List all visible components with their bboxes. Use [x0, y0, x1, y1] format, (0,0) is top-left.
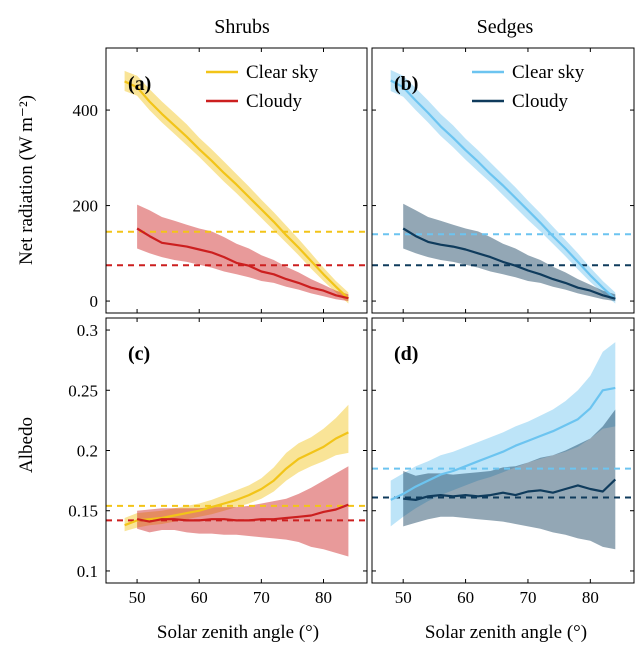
x-tick-label-d-50: 50 — [395, 588, 412, 607]
band-a-clear-sky — [124, 70, 349, 304]
legend-label-b-cloudy: Cloudy — [512, 91, 568, 112]
xlabel-right: Solar zenith angle (°) — [425, 622, 587, 643]
band-a-cloudy — [137, 204, 349, 302]
series-line-b-cloudy — [402, 227, 616, 300]
panel-tag-a: (a) — [128, 73, 151, 95]
y-tick-label-a-2: 400 — [73, 101, 99, 120]
y-tick-label-a-0: 0 — [90, 292, 99, 311]
plot-area-a — [106, 70, 367, 304]
band-c-cloudy — [137, 466, 349, 557]
plot-area-b — [372, 70, 634, 304]
series-line-a-cloudy — [136, 227, 349, 300]
legend-label-a-clear-sky: Clear sky — [246, 62, 319, 83]
series-line-c-cloudy — [136, 503, 349, 523]
panel-frame-b — [371, 47, 635, 314]
band-d-clear-sky — [390, 342, 616, 527]
x-tick-label-d-60: 60 — [457, 588, 474, 607]
y-tick-label-a-1: 200 — [73, 197, 99, 216]
series-line-d-cloudy — [403, 478, 617, 501]
column-title-shrubs: Shrubs — [214, 16, 270, 38]
y-tick-label-c-1: 0.15 — [68, 502, 98, 521]
x-tick-label-c-70: 70 — [253, 588, 270, 607]
x-tick-label-d-70: 70 — [519, 588, 536, 607]
band-b-cloudy — [403, 203, 616, 302]
series-line-c-clear-sky — [124, 431, 349, 527]
series-line-a-clear-sky — [124, 80, 350, 300]
series-line-b-clear-sky — [390, 79, 617, 301]
plot-area-d — [372, 342, 634, 550]
y-tick-label-c-3: 0.25 — [68, 381, 98, 400]
y-tick-label-c-0: 0.1 — [77, 562, 98, 581]
panel-frame-a — [105, 47, 368, 314]
panel-tag-c: (c) — [128, 343, 150, 365]
panel-tag-d: (d) — [394, 343, 418, 365]
column-title-sedges: Sedges — [477, 16, 534, 38]
x-tick-label-d-80: 80 — [582, 588, 599, 607]
x-tick-label-c-50: 50 — [129, 588, 146, 607]
panel-c: 50 60 70 80 0.1 0.15 0.2 0.25 0.3 (c) — [68, 317, 368, 607]
x-tick-label-c-80: 80 — [315, 588, 332, 607]
x-tick-label-c-60: 60 — [191, 588, 208, 607]
plot-area-c — [106, 404, 367, 557]
legend-label-a-cloudy: Cloudy — [246, 91, 302, 112]
y-tick-label-c-2: 0.2 — [77, 442, 98, 461]
panel-tag-b: (b) — [394, 73, 418, 95]
panel-a: 0 200 400 (a) Clear sky Cloudy — [73, 47, 368, 314]
ylabel-net-radiation: Net radiation (W m⁻²) — [16, 95, 37, 265]
panel-b: (b) Clear sky Cloudy — [371, 47, 635, 314]
y-tick-label-c-4: 0.3 — [77, 321, 98, 340]
panel-d: 50 60 70 80 (d) — [371, 317, 635, 607]
band-d-cloudy — [403, 409, 616, 550]
ylabel-albedo: Albedo — [16, 417, 37, 473]
xlabel-left: Solar zenith angle (°) — [157, 622, 319, 643]
legend-label-b-clear-sky: Clear sky — [512, 62, 585, 83]
series-line-d-clear-sky — [390, 386, 616, 501]
